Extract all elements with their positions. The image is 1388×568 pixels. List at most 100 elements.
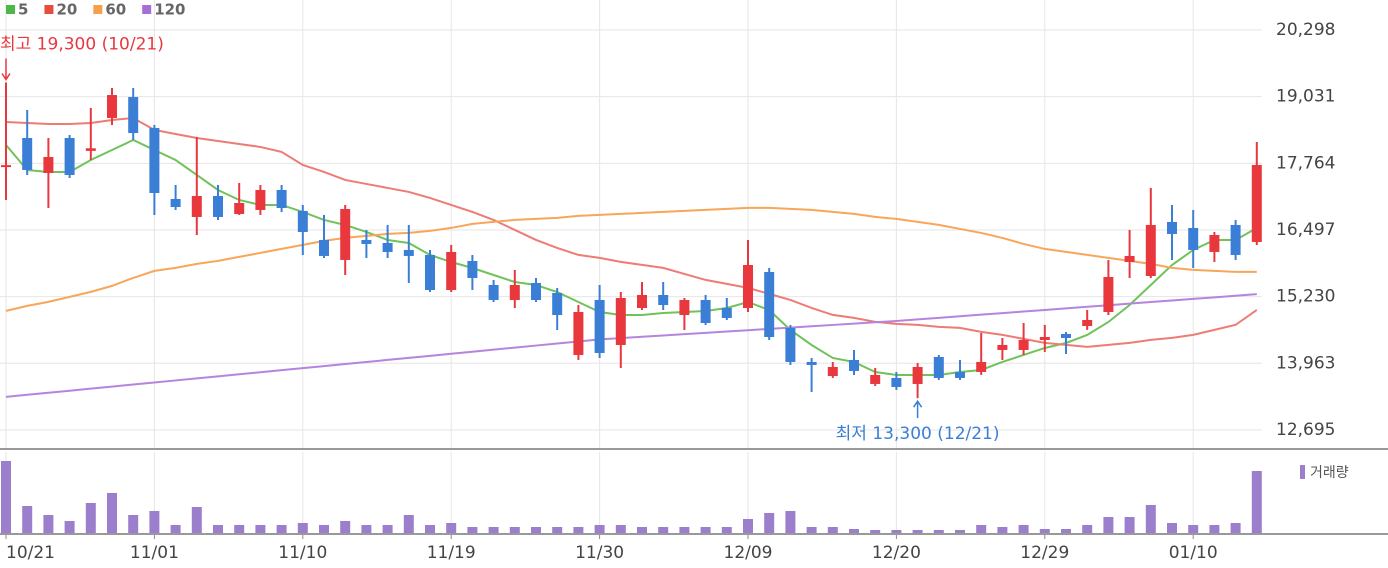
candle-body	[764, 272, 775, 337]
candle-body	[1, 165, 11, 168]
candle-body	[170, 198, 181, 207]
volume-bar	[403, 515, 414, 533]
low-annotation: 최저 13,300 (12/21)	[836, 424, 1000, 444]
candle-body	[1082, 319, 1093, 326]
volume-bar	[425, 525, 435, 533]
x-tick-label: 11/01	[130, 543, 179, 563]
y-tick-label: 19,031	[1276, 87, 1335, 107]
candle-body	[403, 249, 414, 256]
volume-bar	[721, 527, 732, 533]
moving-average-line	[5, 138, 1258, 376]
volume-bar	[1251, 471, 1262, 533]
candle-body	[107, 95, 117, 118]
volume-bar	[446, 523, 457, 533]
candle-body	[255, 189, 266, 210]
volume-bar	[1018, 525, 1029, 533]
volume-bar	[552, 527, 563, 533]
candle-body	[340, 208, 351, 260]
candle-body	[234, 202, 245, 214]
volume-bar	[1230, 523, 1241, 533]
candle-body	[679, 299, 690, 315]
volume-bar	[340, 521, 351, 533]
candle-body	[191, 195, 202, 217]
volume-bar	[382, 525, 393, 533]
candle-body	[1251, 164, 1262, 242]
volume-bar	[870, 530, 881, 533]
candle-body	[467, 261, 478, 279]
candle-body	[658, 295, 669, 305]
candle-body	[425, 254, 435, 291]
candle-body	[531, 283, 541, 300]
volume-bar	[234, 525, 245, 533]
candle-body	[149, 127, 160, 193]
candle-body	[1103, 277, 1114, 312]
legend-label: 60	[105, 1, 126, 19]
volume-bar	[615, 525, 626, 533]
candle-body	[1230, 224, 1241, 255]
volume-bar	[276, 525, 287, 533]
moving-average-line	[5, 206, 1257, 312]
volume-legend-label: 거래량	[1310, 465, 1349, 481]
candle-body	[933, 356, 944, 378]
candle-body	[1039, 336, 1050, 340]
legend-label: 20	[56, 1, 77, 19]
volume-bar	[764, 513, 775, 533]
volume-bar	[149, 511, 160, 533]
candle-body	[743, 265, 753, 308]
candle-body	[700, 299, 711, 323]
volume-bar	[297, 523, 308, 533]
volume-bar	[191, 507, 202, 533]
volume-bar	[319, 525, 329, 533]
candle-body	[827, 366, 838, 376]
volume-bar	[658, 527, 669, 533]
candle-body	[997, 344, 1008, 350]
x-tick-label: 11/30	[575, 543, 624, 563]
candle-body	[382, 242, 393, 252]
volume-bar	[85, 503, 96, 533]
volume-bar	[1209, 525, 1220, 533]
volume-bar	[1039, 529, 1050, 533]
candle-body	[955, 371, 965, 378]
candle-body	[849, 359, 859, 371]
volume-bar	[361, 525, 372, 533]
moving-average-line	[5, 293, 1257, 398]
legend-label: 120	[154, 1, 185, 19]
volume-bar	[594, 525, 605, 533]
moving-average-line	[5, 116, 1258, 348]
candle-body	[446, 251, 457, 291]
volume-bar	[1082, 525, 1093, 533]
candle-body	[64, 138, 75, 175]
legend-label: 5	[18, 1, 28, 19]
volume-bar	[997, 527, 1008, 533]
candle-body	[637, 295, 647, 308]
volume-bar	[1, 461, 11, 533]
volume-bar	[1188, 525, 1199, 533]
candle-body	[213, 195, 223, 217]
x-tick-label: 12/20	[872, 543, 921, 563]
legend-swatch	[6, 5, 15, 14]
volume-bar	[976, 525, 987, 533]
x-tick-label: 01/10	[1169, 543, 1218, 563]
candle-body	[361, 239, 372, 244]
volume-bar	[488, 527, 499, 533]
volume-bar	[43, 515, 54, 533]
candle-body	[721, 307, 732, 318]
volume-bar	[933, 530, 944, 533]
legend-swatch	[93, 5, 103, 14]
volume-bar	[637, 527, 647, 533]
candle-body	[1124, 255, 1135, 263]
candle-body	[276, 189, 287, 208]
volume-bar	[22, 506, 33, 533]
volume-bar	[806, 527, 817, 533]
candle-body	[806, 361, 817, 365]
y-tick-label: 12,695	[1276, 420, 1335, 440]
volume-bar	[531, 527, 541, 533]
volume-legend-swatch	[1300, 465, 1305, 479]
x-tick-label: 11/19	[427, 543, 476, 563]
volume-bar	[785, 511, 796, 533]
candle-body	[976, 361, 987, 372]
candle-body	[912, 366, 923, 384]
high-annotation: 최고 19,300 (10/21)	[0, 35, 164, 55]
volume-bar	[743, 519, 753, 533]
